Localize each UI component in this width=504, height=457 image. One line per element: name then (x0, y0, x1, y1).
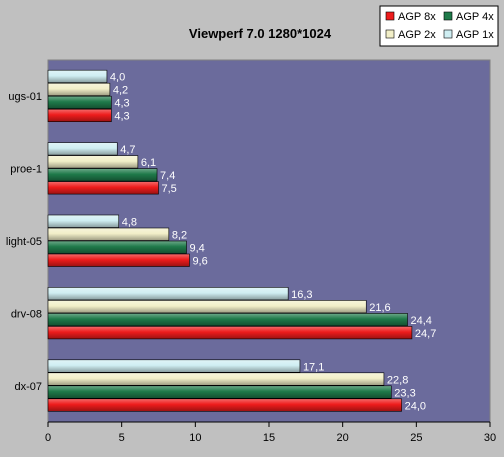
legend-label: AGP 2x (398, 29, 436, 41)
bar-drv-08-agp-4x (47, 313, 408, 327)
data-label: 4,3 (114, 111, 129, 123)
category-label: dx-07 (14, 381, 42, 393)
data-label: 23,3 (394, 387, 415, 399)
data-label: 16,3 (291, 289, 312, 301)
bar-proe-1-agp-2x (47, 155, 139, 169)
data-label: 7,5 (162, 183, 177, 195)
data-label: 7,4 (160, 170, 175, 182)
legend-label: AGP 4x (456, 11, 494, 23)
bar-light-05-agp-2x (47, 227, 170, 241)
bar-proe-1-agp-1x (47, 142, 118, 156)
data-label: 4,2 (113, 85, 128, 97)
data-label: 24,0 (405, 400, 426, 412)
data-label: 21,6 (369, 302, 390, 314)
x-tick-label: 10 (189, 432, 201, 444)
chart-title: Viewperf 7.0 1280*1024 (189, 26, 332, 41)
data-label: 9,6 (192, 256, 207, 268)
legend-box (379, 5, 499, 47)
bar-ugs-01-agp-8x (47, 108, 112, 122)
data-label: 4,0 (110, 72, 125, 84)
x-tick-label: 5 (119, 432, 125, 444)
category-label: drv-08 (11, 308, 42, 320)
x-tick-label: 0 (45, 432, 51, 444)
legend-swatch (443, 29, 453, 39)
bar-light-05-agp-4x (47, 240, 187, 254)
bar-drv-08-agp-2x (47, 300, 367, 314)
legend-label: AGP 8x (398, 11, 436, 23)
data-label: 4,7 (120, 144, 135, 156)
x-tick-label: 30 (484, 432, 496, 444)
bar-light-05-agp-8x (47, 253, 190, 267)
category-label: ugs-01 (8, 91, 42, 103)
data-label: 4,3 (114, 98, 129, 110)
category-label: light-05 (6, 236, 42, 248)
data-label: 17,1 (303, 361, 324, 373)
bars-group: 4,04,24,34,34,76,17,47,54,88,29,49,616,3… (47, 69, 436, 412)
x-tick-label: 20 (337, 432, 349, 444)
x-axis: 0 5 10 15 20 25 30 (45, 421, 496, 444)
bar-ugs-01-agp-1x (47, 69, 108, 83)
category-labels: ugs-01 proe-1 light-05 drv-08 dx-07 (6, 91, 42, 393)
bar-drv-08-agp-8x (47, 326, 413, 340)
bar-dx-07-agp-8x (47, 398, 402, 412)
bar-proe-1-agp-8x (47, 181, 159, 195)
x-tick-label: 15 (263, 432, 275, 444)
bar-proe-1-agp-4x (47, 168, 158, 182)
bar-light-05-agp-1x (47, 214, 120, 228)
legend: AGP 8x AGP 4x AGP 2x AGP 1x (379, 5, 499, 47)
data-label: 6,1 (141, 157, 156, 169)
data-label: 24,4 (410, 315, 431, 327)
bar-ugs-01-agp-2x (47, 82, 111, 96)
bar-dx-07-agp-1x (47, 359, 301, 373)
category-label: proe-1 (10, 164, 42, 176)
bar-dx-07-agp-4x (47, 385, 392, 399)
legend-swatch (385, 11, 395, 21)
data-label: 9,4 (189, 243, 204, 255)
data-label: 24,7 (415, 328, 436, 340)
data-label: 8,2 (172, 230, 187, 242)
bar-drv-08-agp-1x (47, 287, 289, 301)
legend-label: AGP 1x (456, 29, 494, 41)
data-label: 4,8 (122, 217, 137, 229)
legend-swatch (385, 29, 395, 39)
bar-dx-07-agp-2x (47, 372, 385, 386)
legend-swatch (443, 11, 453, 21)
bar-ugs-01-agp-4x (47, 95, 112, 109)
x-tick-label: 25 (410, 432, 422, 444)
data-label: 22,8 (387, 374, 408, 386)
